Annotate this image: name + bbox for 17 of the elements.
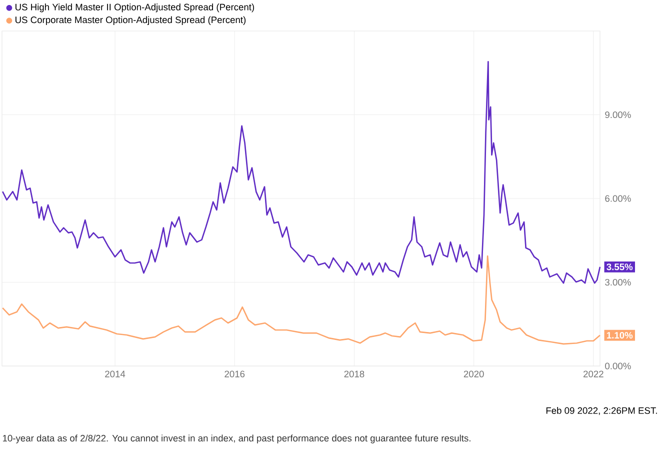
legend-label: US Corporate Master Option-Adjusted Spread (Percent) <box>16 16 246 25</box>
y-tick-label: 3.00% <box>605 278 631 286</box>
x-tick-label: 2020 <box>464 370 484 378</box>
x-tick-label: 2016 <box>224 370 245 378</box>
y-tick-label: 6.00% <box>605 195 631 202</box>
annotation: 1.10% <box>606 332 633 339</box>
text: 10-year data as of 2/8/22. You cannot invest in an index, and past performance does not guarantee future results. <box>2 434 470 444</box>
legend-label: US High Yield Master II Option-Adjusted Spread (Percent) <box>16 4 254 12</box>
text: Feb 09 2022, 2:26PM EST. <box>546 407 657 415</box>
y-tick-label: 0.00% <box>605 362 631 370</box>
x-tick-label: 2018 <box>344 370 364 378</box>
annotation: 3.55% <box>606 264 633 270</box>
line-series <box>2 61 601 284</box>
x-tick-label: 2014 <box>105 370 126 378</box>
line-series <box>2 255 601 345</box>
y-tick-label: 9.00% <box>605 111 631 118</box>
x-tick-label: 2022 <box>584 370 604 378</box>
